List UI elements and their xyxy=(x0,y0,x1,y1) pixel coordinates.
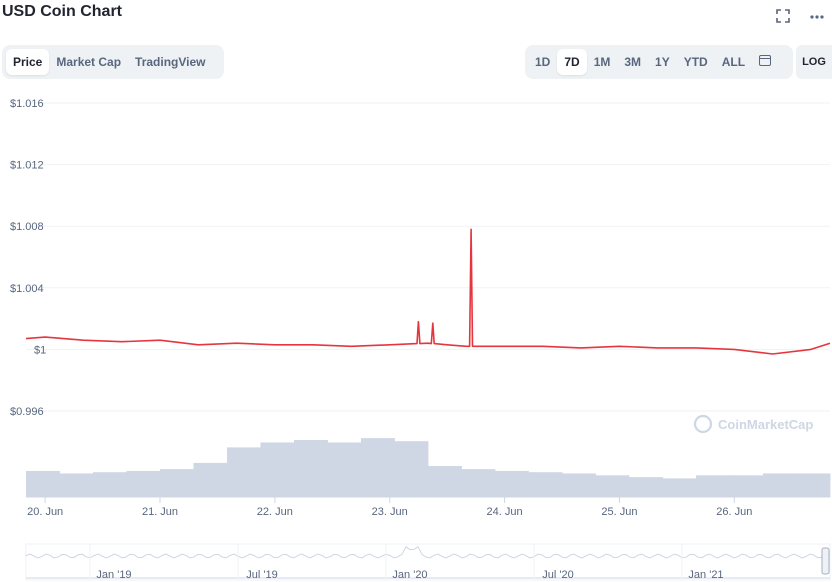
watermark-text: CoinMarketCap xyxy=(718,417,813,432)
tab-price[interactable]: Price xyxy=(6,49,50,75)
range-ytd[interactable]: YTD xyxy=(683,55,708,69)
page-title: USD Coin Chart xyxy=(2,3,122,20)
navigator-tick-label: Jan '19 xyxy=(96,569,131,581)
volume-bar xyxy=(763,473,797,497)
x-tick-label: 23. Jun xyxy=(372,506,408,518)
navigator[interactable]: Jan '19 Jul '19 Jan '20 Jul '20 Jan '21 xyxy=(25,543,831,581)
volume-bars xyxy=(26,438,831,498)
watermark: CoinMarketCap xyxy=(693,414,813,434)
volume-bar xyxy=(495,470,529,497)
navigator-tick-label: Jan '20 xyxy=(392,569,427,581)
volume-bar xyxy=(595,475,630,497)
fullscreen-icon[interactable] xyxy=(774,8,792,26)
price-line xyxy=(25,228,831,355)
x-tick-label: 26. Jun xyxy=(716,506,752,518)
x-tick-label: 21. Jun xyxy=(142,506,178,518)
volume-bar xyxy=(361,438,395,497)
y-tick-label: $1.008 xyxy=(10,221,44,233)
volume-bar xyxy=(26,470,60,497)
y-tick-label: $1 xyxy=(34,344,46,356)
range-1y[interactable]: 1Y xyxy=(655,55,670,69)
volume-bar xyxy=(461,469,496,497)
volume-bar xyxy=(193,462,228,497)
volume-bar xyxy=(227,447,261,497)
volume-bar xyxy=(126,470,161,497)
x-tick-label: 24. Jun xyxy=(487,506,523,518)
y-tick-label: $1.004 xyxy=(10,283,44,295)
volume-bar xyxy=(327,442,362,497)
volume-bar xyxy=(629,477,663,497)
volume-bar xyxy=(796,473,831,497)
fullscreen-glyph xyxy=(776,9,790,23)
volume-bar xyxy=(696,475,730,497)
volume-bar xyxy=(428,466,462,497)
coinmarketcap-logo xyxy=(693,414,713,434)
price-line-layer xyxy=(25,228,831,355)
chart-type-tabs: Price Market Cap TradingView xyxy=(2,45,224,79)
volume-bar xyxy=(260,442,295,497)
x-tick-label: 25. Jun xyxy=(601,506,637,518)
navigator-tick-label: Jul '19 xyxy=(246,569,277,581)
tab-tradingview[interactable]: TradingView xyxy=(135,55,206,69)
x-axis-labels: 20. Jun 21. Jun 22. Jun 23. Jun 24. Jun 25. J… xyxy=(27,497,752,518)
calendar-button[interactable] xyxy=(752,49,778,75)
navigator-handle[interactable] xyxy=(821,547,830,575)
range-1d[interactable]: 1D xyxy=(535,55,551,69)
volume-bar xyxy=(59,473,94,497)
tab-market-cap[interactable]: Market Cap xyxy=(56,55,122,69)
range-all[interactable]: ALL xyxy=(721,55,746,69)
x-tick-label: 22. Jun xyxy=(257,506,293,518)
navigator-series xyxy=(25,545,831,559)
y-tick-label: $0.996 xyxy=(10,406,44,418)
navigator-frame xyxy=(25,543,831,581)
navigator-tick-label: Jan '21 xyxy=(688,569,723,581)
volume-bar xyxy=(729,475,764,497)
volume-bar xyxy=(662,478,697,497)
volume-bar xyxy=(528,472,563,497)
grid-lines xyxy=(26,102,830,412)
volume-bar xyxy=(93,472,127,497)
y-tick-label: $1.012 xyxy=(10,160,44,172)
log-scale-button[interactable]: LOG xyxy=(796,45,832,79)
calendar-icon xyxy=(759,55,772,66)
range-3m[interactable]: 3M xyxy=(624,55,642,69)
volume-bar xyxy=(294,439,328,497)
navigator-tick-label: Jul '20 xyxy=(542,569,573,581)
volume-bar xyxy=(394,441,429,497)
y-tick-label: $1.016 xyxy=(10,98,44,110)
time-range-tabs: 1D 7D 1M 3M 1Y YTD ALL xyxy=(525,45,793,79)
more-glyph xyxy=(810,15,824,19)
volume-bar xyxy=(160,469,194,497)
range-7d[interactable]: 7D xyxy=(557,49,587,75)
volume-bar xyxy=(562,473,596,497)
y-axis-labels: $1.016 $1.012 $1.008 $1.004 $1 $0.996 xyxy=(10,98,46,418)
more-icon[interactable] xyxy=(808,8,826,26)
range-1m[interactable]: 1M xyxy=(593,55,611,69)
x-tick-label: 20. Jun xyxy=(27,506,63,518)
